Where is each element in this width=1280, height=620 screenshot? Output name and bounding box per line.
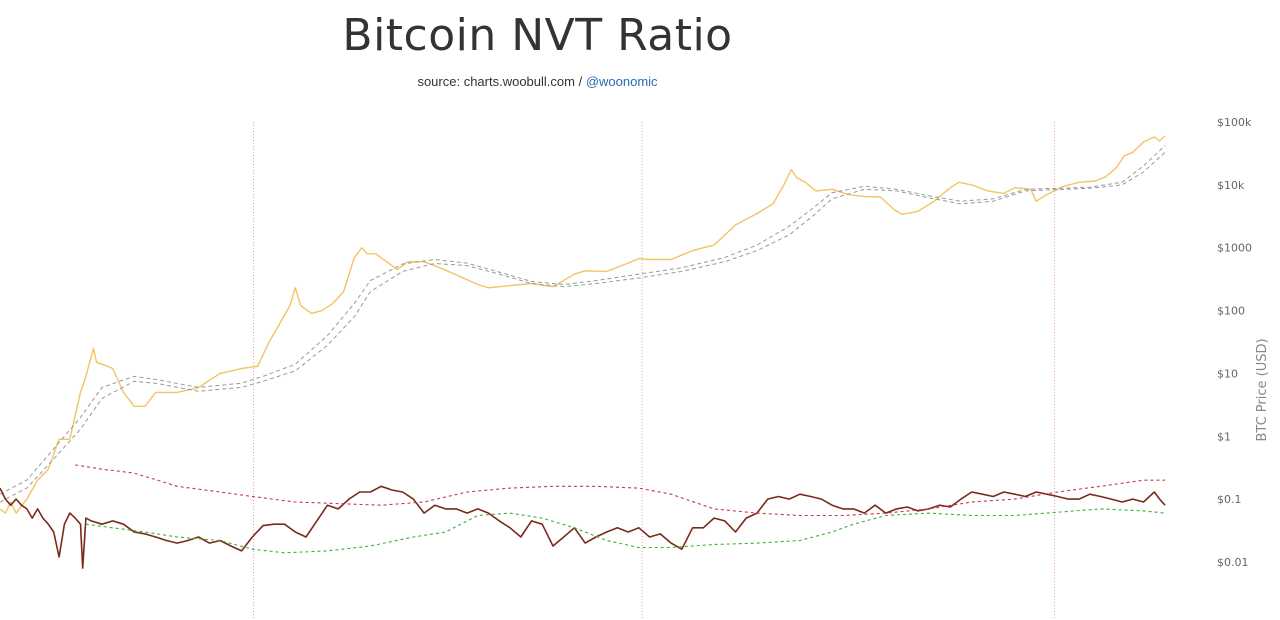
- source-text: source: charts.woobull.com /: [417, 74, 586, 89]
- series-line-lower-band: [85, 508, 1166, 554]
- chart-source: source: charts.woobull.com / @woonomic: [0, 74, 1075, 89]
- series-line-price-ma-2: [0, 151, 1166, 503]
- y-tick-label: $1: [1217, 430, 1231, 443]
- series-line-price: [0, 135, 1166, 514]
- y-tick-label: $0.1: [1217, 493, 1242, 506]
- series-line-nvt: [0, 485, 1166, 569]
- source-handle-link[interactable]: @woonomic: [585, 74, 658, 89]
- y-tick-label: $1000: [1217, 242, 1252, 255]
- chart-title: Bitcoin NVT Ratio: [342, 10, 733, 61]
- y-tick-label: $100k: [1217, 116, 1252, 129]
- y-tick-label: $10: [1217, 367, 1238, 380]
- series-lines: [0, 135, 1166, 569]
- y-tick-label: $10k: [1217, 179, 1245, 192]
- y-tick-label: $100: [1217, 305, 1245, 318]
- y-axis-ticks: $100k $10k $1000 $100 $10 $1 $0.1 $0.01: [1217, 116, 1252, 569]
- y-tick-label: $0.01: [1217, 556, 1249, 569]
- y-axis-title: BTC Price (USD): [1255, 338, 1270, 441]
- series-line-upper-band: [75, 464, 1165, 517]
- series-line-price-ma-1: [0, 145, 1166, 495]
